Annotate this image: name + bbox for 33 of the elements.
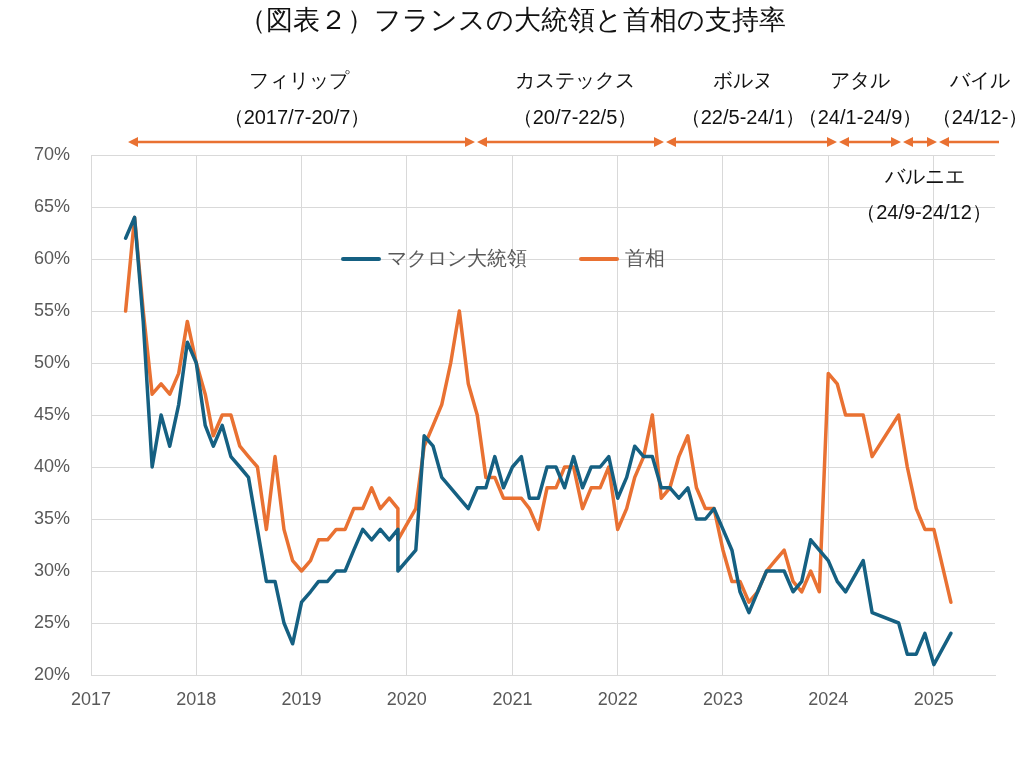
text: （20/7-22/5） [512,105,638,128]
y-tick-label: 50% [33,351,70,372]
y-tick-label: 55% [33,299,70,320]
y-tick-label: 35% [33,507,70,528]
x-tick-label: 2022 [597,688,638,709]
annotation: （24/9-24/12） [856,200,992,223]
y-tick-label: 20% [33,663,70,684]
text: ボルヌ [713,68,773,91]
y-tick-label: 30% [33,559,70,580]
text: （2017/7-20/7） [223,105,371,128]
y-tick-label: 40% [33,455,70,476]
x-tick-label: 2020 [386,688,427,709]
text: カステックス [515,68,635,91]
text: バイル [949,68,1010,91]
legend-label: マクロン大統領 [387,246,527,269]
x-tick-label: 2017 [70,688,112,709]
legend-label: 首相 [625,246,665,269]
y-tick-label: 25% [33,611,70,632]
x-tick-label: 2021 [492,688,533,709]
x-tick-label: 2018 [176,688,217,709]
y-tick-label: 60% [33,247,70,268]
x-tick-label: 2025 [913,688,954,709]
chart-title: （図表２）フランスの大統領と首相の支持率 [239,5,786,36]
y-tick-label: 65% [33,195,70,216]
x-tick-label: 2024 [808,688,849,709]
x-tick-label: 2023 [702,688,744,709]
y-tick-label: 70% [33,143,70,164]
y-tick-label: 45% [33,403,70,424]
text: アタル [830,68,890,91]
text: フィリップ [249,68,350,91]
x-tick-label: 2019 [281,688,322,709]
annotation: バルニエ [884,164,965,187]
text: （24/12-） [931,105,1025,128]
